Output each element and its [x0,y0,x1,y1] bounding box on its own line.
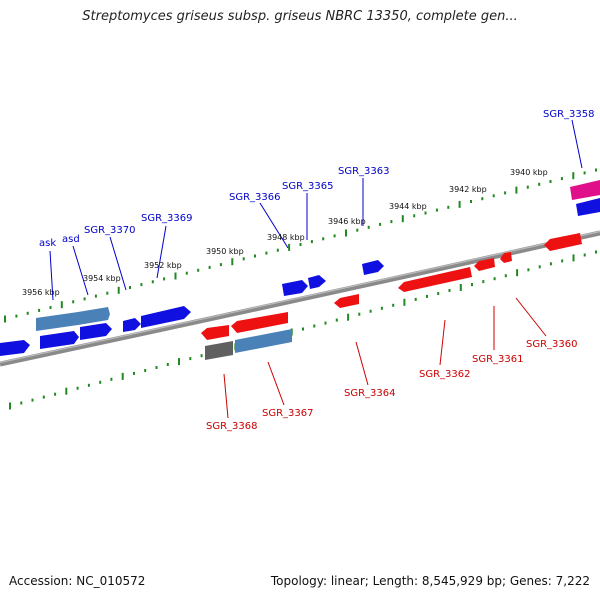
gene-block-SGR_3370[interactable] [80,323,112,340]
gene-label-asd[interactable]: asd [62,234,80,245]
gene-block-SGR_3362[interactable] [398,267,472,292]
ruler-label: 3952 kbp [144,261,182,270]
gene-block-SGR_3367[interactable] [235,329,292,353]
gene-block-SGR_3358[interactable] [570,180,600,200]
gene-label-SGR_3367[interactable]: SGR_3367 [262,408,314,419]
gene-label-SGR_3363[interactable]: SGR_3363 [338,166,390,177]
gene-block-SGR_3364[interactable] [334,294,359,308]
gene-label-SGR_3361[interactable]: SGR_3361 [472,354,524,365]
forward-genes [0,180,600,356]
gene-label-SGR_3368[interactable]: SGR_3368 [206,421,258,432]
gene-block-SGR_3361[interactable] [474,258,495,271]
gene-block-SGR_3368[interactable] [205,341,233,360]
ruler-label: 3944 kbp [389,202,427,211]
gene-block[interactable] [201,325,229,340]
gene-label-SGR_3358[interactable]: SGR_3358 [543,109,595,120]
genome-title: Streptomyces griseus subsp. griseus NBRC… [82,9,518,24]
gene-label-SGR_3370[interactable]: SGR_3370 [84,225,136,236]
ruler-label: 3956 kbp [22,288,60,297]
gene-block[interactable] [40,331,79,349]
gene-block[interactable] [231,312,288,333]
gene-label-SGR_3360[interactable]: SGR_3360 [526,339,578,350]
genome-info-text: Topology: linear; Length: 8,545,929 bp; … [270,574,590,588]
gene-label-SGR_3366[interactable]: SGR_3366 [229,192,281,203]
ruler-label: 3948 kbp [267,233,305,242]
gene-block-SGR_3360[interactable] [500,252,512,263]
gene-block-SGR_3365[interactable] [308,275,326,289]
gene-block-SGR_3366[interactable] [282,280,308,296]
ruler-label: 3946 kbp [328,217,366,226]
gene-label-SGR_3362[interactable]: SGR_3362 [419,369,471,380]
label-leaders [49,119,583,419]
reverse-gene-labels: SGR_3368 SGR_3367 SGR_3364 SGR_3362 SGR_… [206,339,578,432]
genome-backbone [0,230,600,367]
gene-block-SGR_3369[interactable] [141,306,191,328]
gene-label-SGR_3369[interactable]: SGR_3369 [141,213,193,224]
gene-label-SGR_3365[interactable]: SGR_3365 [282,181,334,192]
gene-block-asd[interactable] [78,307,110,325]
gene-block-SGR_3363[interactable] [362,260,384,275]
ruler-label: 3954 kbp [83,274,121,283]
accession-text: Accession: NC_010572 [9,574,146,588]
forward-gene-labels: ask asd SGR_3370 SGR_3369 SGR_3366 SGR_3… [39,109,595,249]
ruler-label: 3942 kbp [449,185,487,194]
gene-block[interactable] [576,198,600,216]
gene-label-ask[interactable]: ask [39,238,56,249]
reverse-genes [201,233,582,360]
gene-block[interactable] [0,340,30,356]
gene-block[interactable] [544,233,582,251]
ruler-labels: 3956 kbp 3954 kbp 3952 kbp 3950 kbp 3948… [22,168,548,297]
gene-block[interactable] [123,318,141,332]
gene-label-SGR_3364[interactable]: SGR_3364 [344,388,396,399]
gene-block-ask[interactable] [36,312,78,331]
ruler-label: 3940 kbp [510,168,548,177]
ruler-label: 3950 kbp [206,247,244,256]
genome-backbone-highlight [0,230,600,364]
